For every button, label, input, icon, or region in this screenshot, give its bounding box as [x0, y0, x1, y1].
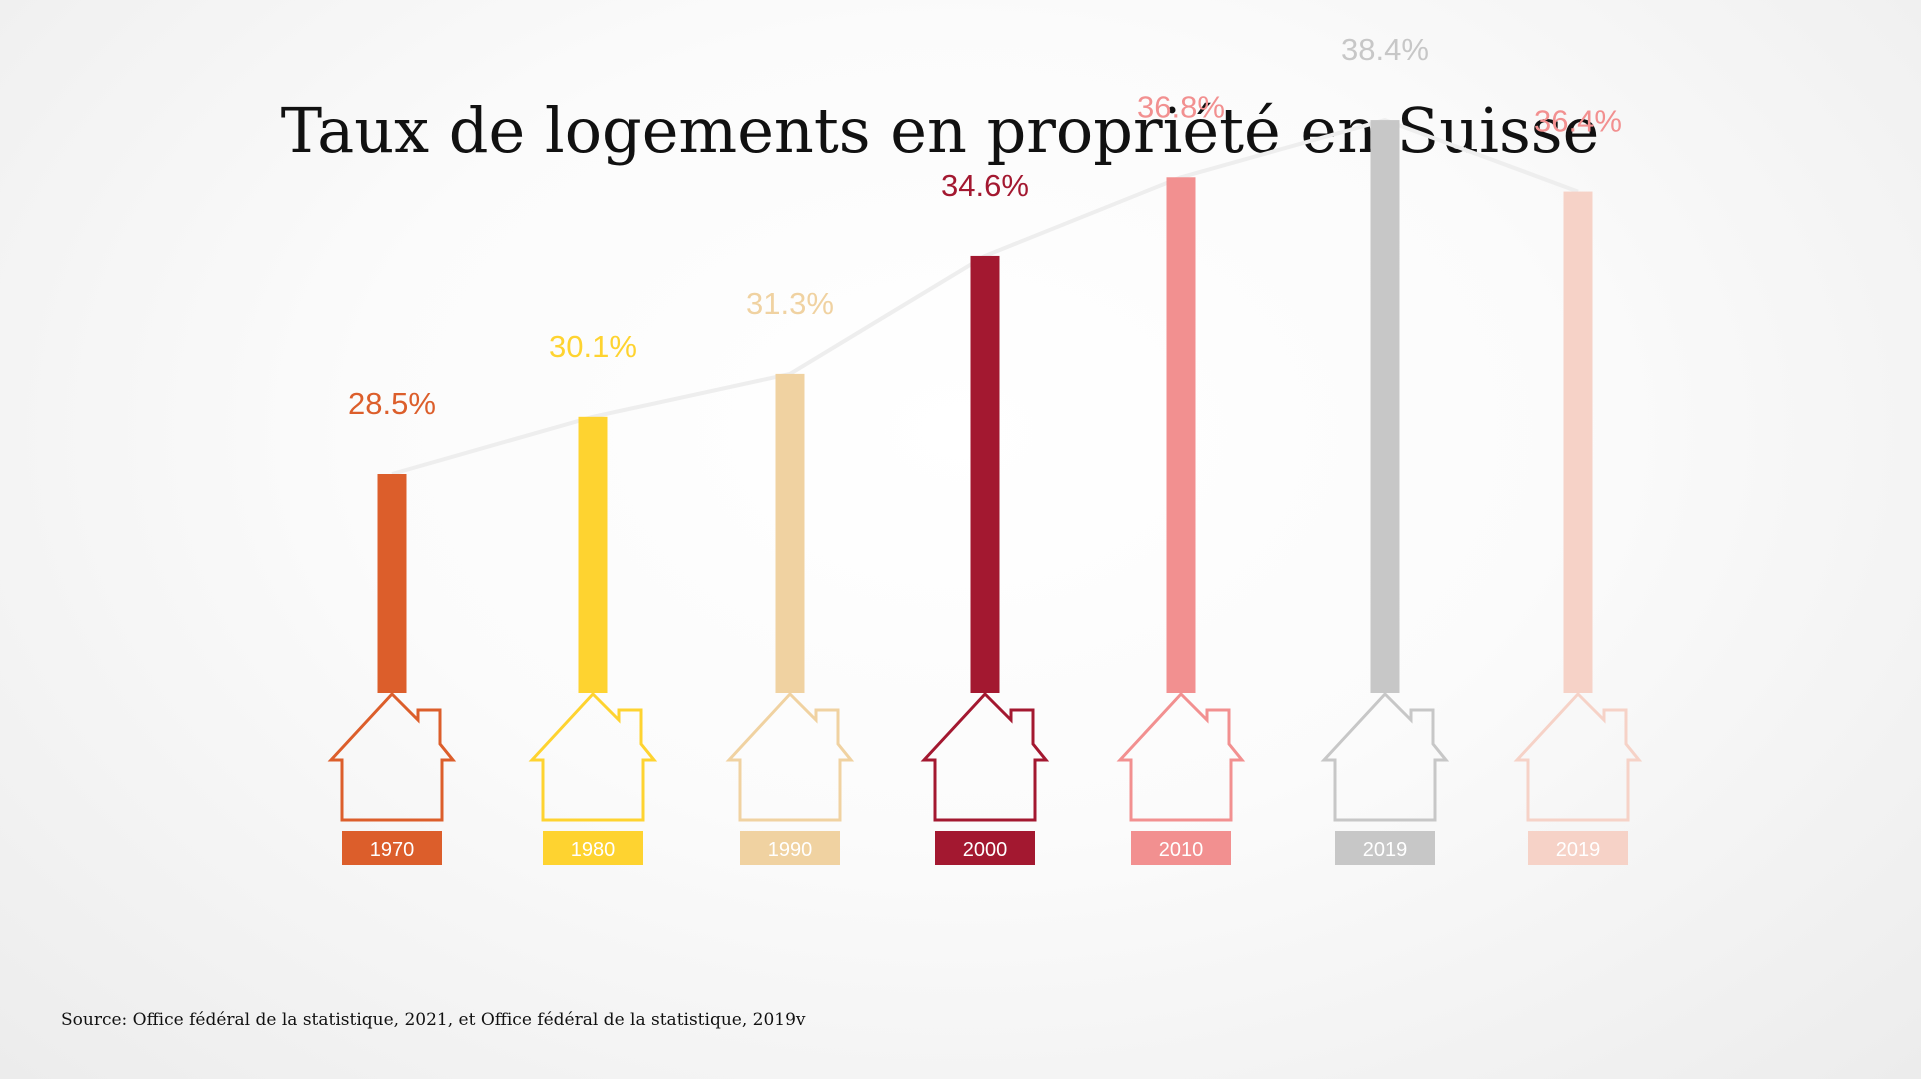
value-label: 30.1%: [549, 329, 637, 364]
value-label: 28.5%: [348, 386, 436, 421]
house-outline-icon: [528, 691, 658, 822]
year-label: 2019: [1363, 839, 1408, 861]
chart-title: Taux de logements en propriété en Suisse: [281, 94, 1600, 167]
bar-1990-2: [775, 373, 805, 693]
year-label: 2000: [963, 839, 1008, 861]
house-outline-icon: [1320, 691, 1450, 822]
value-label: 36.4%: [1534, 104, 1622, 139]
year-label: 1970: [370, 839, 415, 861]
source-note: Source: Office fédéral de la statistique…: [61, 1010, 806, 1030]
bar-2019-6: [1563, 191, 1593, 693]
year-label: 2010: [1159, 839, 1204, 861]
year-box: [935, 831, 1035, 865]
year-box: [1335, 831, 1435, 865]
value-label: 36.8%: [1137, 89, 1225, 124]
value-label: 31.3%: [746, 286, 834, 321]
bar-2010-4: [1166, 177, 1196, 693]
year-box: [543, 831, 643, 865]
bar-1970-0: [377, 474, 407, 693]
value-label: 34.6%: [941, 168, 1029, 203]
house-outline-icon: [725, 691, 855, 822]
bar-2019-5: [1370, 120, 1400, 693]
plot-area: 28.5% 1970 30.1% 1980 31.3% 1990 34.6% 2000 36.8…: [327, 32, 1643, 865]
bar-1980-1: [578, 416, 608, 693]
year-box: [1131, 831, 1231, 865]
year-label: 1990: [768, 839, 813, 861]
bar-2000-3: [970, 255, 1000, 694]
year-box: [1528, 831, 1628, 865]
year-box: [342, 831, 442, 865]
house-outline-icon: [327, 691, 457, 822]
house-outline-icon: [1513, 691, 1643, 822]
house-outline-icon: [920, 691, 1050, 822]
year-box: [740, 831, 840, 865]
year-label: 1980: [571, 839, 616, 861]
house-outline-icon: [1116, 691, 1246, 822]
year-label: 2019: [1556, 839, 1601, 861]
value-label: 38.4%: [1341, 32, 1429, 67]
